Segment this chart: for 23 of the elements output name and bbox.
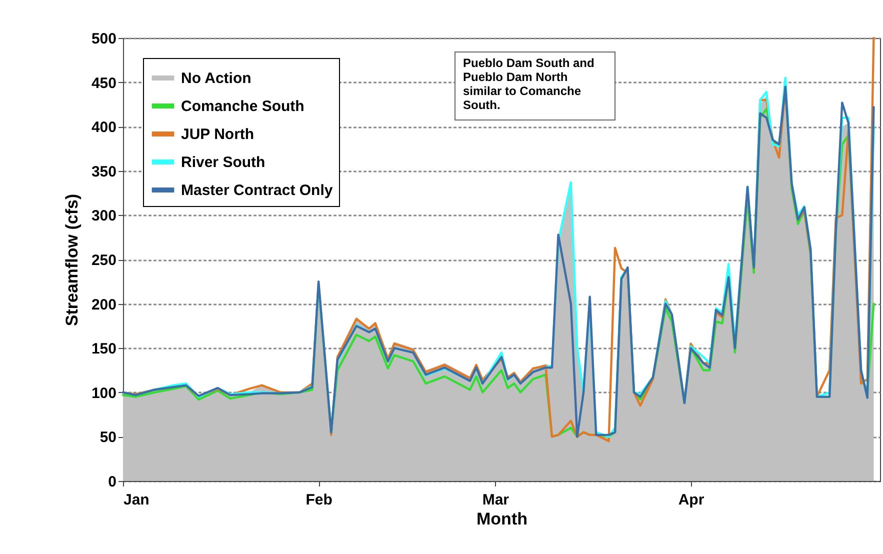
y-tick-label: 150: [91, 340, 116, 358]
y-tick-label: 350: [91, 163, 116, 180]
x-tick-label: Jan: [124, 492, 150, 508]
y-tick-label: 250: [91, 252, 116, 269]
y-tick-label: 200: [91, 296, 116, 314]
legend-label: Master Contract Only: [181, 182, 334, 199]
y-tick-label: 400: [91, 119, 116, 136]
y-tick-label: 300: [91, 208, 116, 225]
x-tick-label: Mar: [482, 492, 510, 508]
x-tick-label: Apr: [678, 492, 704, 508]
annotation: Pueblo Dam South and Pueblo Dam North similar to Comanche South.: [463, 56, 594, 112]
x-axis-title: Month: [476, 510, 528, 528]
y-tick-label: 450: [91, 74, 116, 92]
y-axis-title: Streamflow (cfs): [62, 194, 82, 326]
legend-label: River South: [181, 154, 266, 171]
legend-label: JUP North: [181, 126, 254, 143]
legend-label: Comanche South: [181, 98, 304, 115]
y-tick-label: 50: [100, 429, 116, 446]
y-tick-label: 0: [108, 474, 116, 490]
y-tick-label: 100: [91, 384, 116, 402]
legend-label: No Action: [181, 70, 252, 87]
y-tick-label: 500: [91, 30, 116, 48]
x-tick-label: Feb: [306, 492, 332, 508]
